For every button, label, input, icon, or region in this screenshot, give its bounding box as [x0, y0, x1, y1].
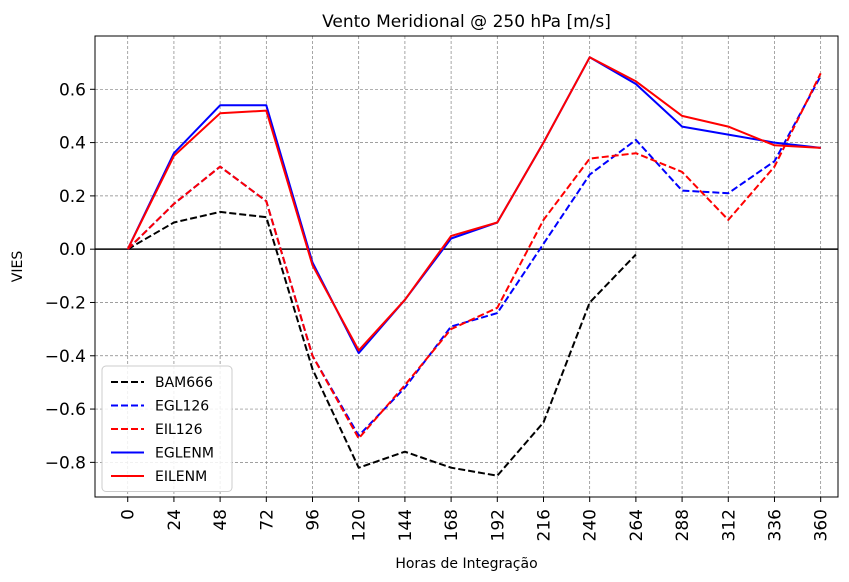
x-tick-label: 360: [812, 509, 832, 541]
x-tick-label: 144: [396, 509, 416, 541]
y-tick-label: 0.6: [59, 80, 86, 100]
x-tick-label: 312: [719, 509, 739, 541]
legend: BAM666 EGL126 EIL126 EGLENM EILENM: [102, 366, 232, 492]
y-tick-label: −0.8: [45, 453, 86, 473]
y-tick-label: 0.4: [59, 134, 86, 154]
x-tick-label: 168: [442, 509, 462, 541]
legend-label: EGL126: [155, 399, 209, 415]
x-tick-label: 240: [581, 509, 601, 541]
x-tick-label: 264: [627, 509, 647, 541]
x-tick-label: 0: [119, 509, 139, 520]
y-tick-label: 0.0: [59, 240, 86, 260]
y-tick-label: −0.4: [45, 347, 86, 367]
x-tick-label: 72: [257, 509, 277, 531]
x-tick-label: 48: [211, 509, 231, 531]
y-tick-label: −0.2: [45, 293, 86, 313]
x-tick-label: 120: [350, 509, 370, 541]
legend-label: EILENM: [155, 469, 207, 485]
x-tick-label: 216: [534, 509, 554, 541]
legend-label: EGLENM: [155, 446, 214, 462]
legend-label: EIL126: [155, 422, 203, 438]
x-tick-label: 336: [765, 509, 785, 541]
y-tick-label: −0.6: [45, 400, 86, 420]
x-tick-label: 24: [165, 509, 185, 531]
legend-label: BAM666: [155, 375, 213, 391]
x-tick-label: 96: [304, 509, 324, 531]
y-axis-label: VIES: [10, 251, 26, 283]
x-tick-label: 288: [673, 509, 693, 541]
chart-title: Vento Meridional @ 250 hPa [m/s]: [322, 12, 611, 32]
x-tick-label: 192: [488, 509, 508, 541]
y-tick-label: 0.2: [59, 187, 86, 207]
x-axis-label: Horas de Integração: [395, 556, 537, 572]
